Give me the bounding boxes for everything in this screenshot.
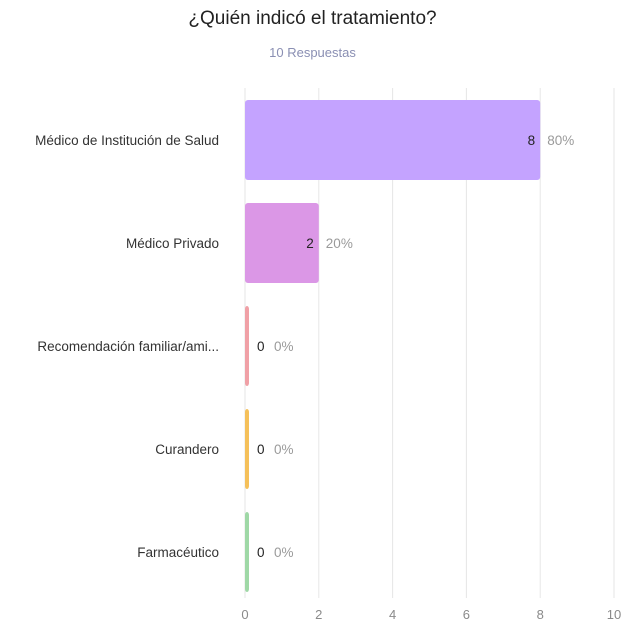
category-label: Médico Privado: [126, 236, 219, 251]
chart-subtitle: 10 Respuestas: [269, 45, 356, 60]
bar-count-label: 0: [257, 442, 265, 457]
category-label: Farmacéutico: [137, 545, 219, 560]
x-tick-label: 6: [463, 607, 470, 622]
bar-percent-label: 0%: [274, 442, 294, 457]
bar-percent-label: 0%: [274, 339, 294, 354]
bar[interactable]: [245, 409, 249, 489]
bar-percent-label: 80%: [547, 133, 574, 148]
x-tick-label: 2: [315, 607, 322, 622]
x-tick-label: 4: [389, 607, 396, 622]
x-tick-label: 8: [537, 607, 544, 622]
bar-percent-label: 0%: [274, 545, 294, 560]
bar[interactable]: [245, 306, 249, 386]
bar-count-label: 2: [306, 236, 314, 251]
chart-title: ¿Quién indicó el tratamiento?: [188, 8, 437, 29]
category-label: Médico de Institución de Salud: [35, 133, 219, 148]
bar[interactable]: [245, 512, 249, 592]
bar[interactable]: [245, 203, 319, 283]
x-tick-label: 10: [607, 607, 621, 622]
category-label: Curandero: [155, 442, 219, 457]
bar-count-label: 8: [528, 133, 536, 148]
x-tick-label: 0: [241, 607, 248, 622]
bar[interactable]: [245, 100, 541, 180]
category-label: Recomendación familiar/ami...: [37, 339, 219, 354]
bar-count-label: 0: [257, 339, 265, 354]
bar-count-label: 0: [257, 545, 265, 560]
bar-percent-label: 20%: [326, 236, 353, 251]
